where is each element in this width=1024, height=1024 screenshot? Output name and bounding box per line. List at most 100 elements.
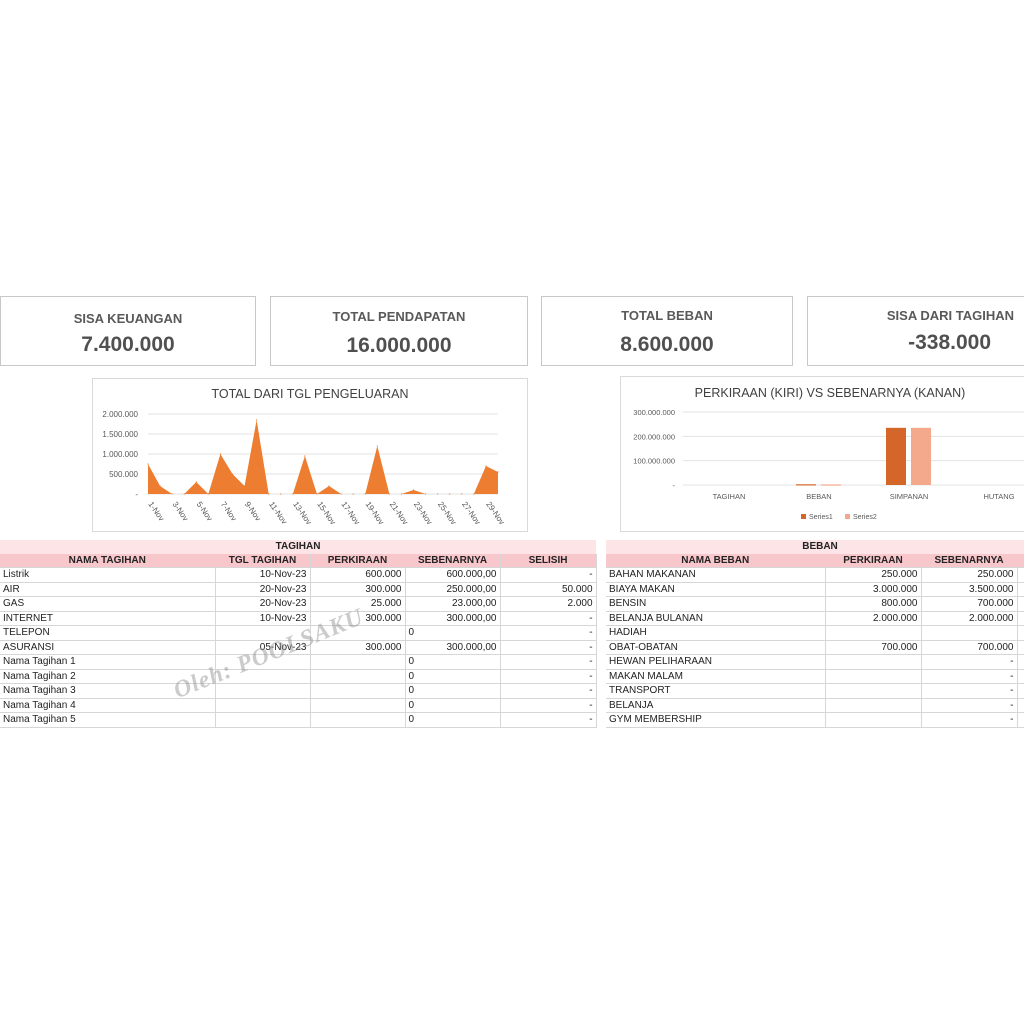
table-cell[interactable]: 600.000	[310, 567, 406, 583]
table-row[interactable]: ASURANSI 05-Nov-23 300.000 300.000,00-	[0, 640, 597, 655]
area-chart-panel[interactable]: TOTAL DARI TGL PENGELUARAN 2.000.000 1.50…	[92, 378, 528, 532]
table-cell[interactable]: 50.000	[500, 582, 597, 597]
table-cell[interactable]: HADIAH	[606, 625, 826, 641]
table-cell[interactable]: -	[500, 683, 597, 699]
table-cell[interactable]: BELANJA	[606, 698, 826, 713]
table-cell[interactable]: -	[921, 654, 1018, 670]
table-cell[interactable]: 25.000	[310, 596, 406, 612]
table-cell[interactable]: 250.000,00	[405, 582, 501, 597]
table-cell[interactable]: -	[921, 712, 1018, 728]
table-row[interactable]: Nama Tagihan 1 0-	[0, 654, 597, 670]
table-cell[interactable]	[215, 654, 311, 670]
table-cell[interactable]: MAKAN MALAM	[606, 669, 826, 684]
table-cell[interactable]: HEWAN PELIHARAAN	[606, 654, 826, 670]
table-cell[interactable]: 0	[405, 654, 501, 670]
table-cell[interactable]: AIR	[0, 582, 216, 597]
table-cell[interactable]	[1017, 567, 1024, 583]
column-header[interactable]: NAMA TAGIHAN	[0, 553, 216, 568]
table-cell[interactable]: GYM MEMBERSHIP	[606, 712, 826, 728]
table-row[interactable]: MAKAN MALAM -	[606, 669, 1024, 684]
table-row[interactable]: Nama Tagihan 2 0-	[0, 669, 597, 684]
table-cell[interactable]: 300.000	[310, 582, 406, 597]
table-row[interactable]: BELANJA -	[606, 698, 1024, 713]
table-cell[interactable]: TELEPON	[0, 625, 216, 641]
table-cell[interactable]: -	[500, 611, 597, 626]
table-row[interactable]: HADIAH	[606, 625, 1024, 641]
table-cell[interactable]: OBAT-OBATAN	[606, 640, 826, 655]
table-cell[interactable]: 800.000	[825, 596, 922, 612]
table-cell[interactable]: -	[500, 669, 597, 684]
table-cell[interactable]: Nama Tagihan 4	[0, 698, 216, 713]
table-cell[interactable]	[310, 654, 406, 670]
column-header[interactable]: NAMA BEBAN	[606, 553, 826, 568]
column-header[interactable]: PERKIRAAN	[310, 553, 406, 568]
bar-chart-panel[interactable]: PERKIRAAN (KIRI) VS SEBENARNYA (KANAN) 3…	[620, 376, 1024, 532]
table-cell[interactable]: -	[921, 683, 1018, 699]
table-row[interactable]: GAS 20-Nov-23 25.000 23.000,00 2.000	[0, 596, 597, 612]
table-cell[interactable]	[825, 712, 922, 728]
table-cell[interactable]: 0	[405, 683, 501, 699]
table-cell[interactable]: 0	[405, 669, 501, 684]
table-cell[interactable]	[1017, 611, 1024, 626]
table-cell[interactable]: 300.000	[310, 611, 406, 626]
table-cell[interactable]	[1017, 669, 1024, 684]
table-cell[interactable]: 300.000,00	[405, 611, 501, 626]
table-row[interactable]: Nama Tagihan 3 0-	[0, 683, 597, 699]
table-cell[interactable]: Nama Tagihan 2	[0, 669, 216, 684]
table-cell[interactable]: 700.000	[825, 640, 922, 655]
table-cell[interactable]	[1017, 596, 1024, 612]
table-cell[interactable]: -	[921, 698, 1018, 713]
table-cell[interactable]	[215, 683, 311, 699]
table-cell[interactable]: GAS	[0, 596, 216, 612]
table-cell[interactable]: -	[500, 625, 597, 641]
table-cell[interactable]	[825, 625, 922, 641]
table-row[interactable]: Listrik 10-Nov-23 600.000 600.000,00-	[0, 567, 597, 583]
table-cell[interactable]	[215, 698, 311, 713]
table-cell[interactable]: -	[500, 640, 597, 655]
table-cell[interactable]: 20-Nov-23	[215, 596, 311, 612]
table-cell[interactable]	[1017, 582, 1024, 597]
table-cell[interactable]	[215, 712, 311, 728]
table-row[interactable]: Nama Tagihan 4 0-	[0, 698, 597, 713]
table-cell[interactable]: 2.000.000	[921, 611, 1018, 626]
table-cell[interactable]: ASURANSI	[0, 640, 216, 655]
table-cell[interactable]: 600.000,00	[405, 567, 501, 583]
table-cell[interactable]: 2.000.000	[825, 611, 922, 626]
table-row[interactable]: TRANSPORT -	[606, 683, 1024, 699]
table-row[interactable]: GYM MEMBERSHIP -	[606, 712, 1024, 728]
table-cell[interactable]: 23.000,00	[405, 596, 501, 612]
table-cell[interactable]	[825, 698, 922, 713]
table-cell[interactable]: 700.000	[921, 640, 1018, 655]
column-header[interactable]: SEBENARNYA	[921, 553, 1018, 568]
column-header[interactable]: TGL TAGIHAN	[215, 553, 311, 568]
table-cell[interactable]	[215, 669, 311, 684]
table-cell[interactable]	[1017, 683, 1024, 699]
table-cell[interactable]: 0	[405, 712, 501, 728]
table-row[interactable]: AIR 20-Nov-23 300.000 250.000,00 50.000	[0, 582, 597, 597]
table-cell[interactable]	[310, 712, 406, 728]
table-cell[interactable]: 10-Nov-23	[215, 567, 311, 583]
table-row[interactable]: BENSIN 800.000 700.000	[606, 596, 1024, 612]
table-cell[interactable]	[1017, 625, 1024, 641]
table-cell[interactable]: 250.000	[825, 567, 922, 583]
table-cell[interactable]: -	[500, 712, 597, 728]
table-cell[interactable]: -	[921, 669, 1018, 684]
table-cell[interactable]: -	[500, 654, 597, 670]
table-cell[interactable]: 2.000	[500, 596, 597, 612]
table-cell[interactable]	[825, 654, 922, 670]
table-row[interactable]: BELANJA BULANAN 2.000.000 2.000.000	[606, 611, 1024, 626]
table-cell[interactable]: Nama Tagihan 1	[0, 654, 216, 670]
table-row[interactable]: TELEPON 0-	[0, 625, 597, 641]
table-row[interactable]: INTERNET 10-Nov-23 300.000 300.000,00-	[0, 611, 597, 626]
table-cell[interactable]: TRANSPORT	[606, 683, 826, 699]
table-row[interactable]: HEWAN PELIHARAAN -	[606, 654, 1024, 670]
column-header[interactable]: SEBENARNYA	[405, 553, 501, 568]
table-cell[interactable]: 05-Nov-23	[215, 640, 311, 655]
table-cell[interactable]: 0	[405, 698, 501, 713]
table-cell[interactable]: BENSIN	[606, 596, 826, 612]
table-cell[interactable]: 3.000.000	[825, 582, 922, 597]
column-header[interactable]	[1017, 553, 1024, 568]
table-cell[interactable]: BELANJA BULANAN	[606, 611, 826, 626]
table-cell[interactable]: 300.000,00	[405, 640, 501, 655]
table-cell[interactable]	[1017, 640, 1024, 655]
